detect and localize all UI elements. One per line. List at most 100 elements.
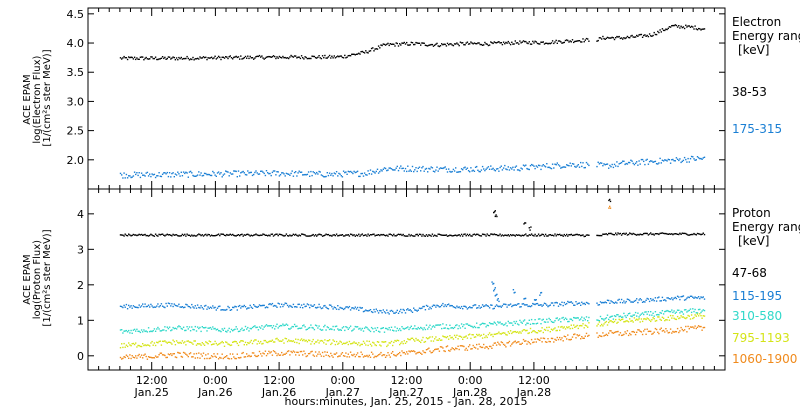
data-point [212, 343, 214, 345]
data-point [430, 235, 432, 237]
data-point [435, 235, 437, 237]
data-point [439, 45, 442, 47]
data-point [634, 162, 637, 164]
data-point [581, 325, 583, 327]
data-point [701, 329, 703, 331]
data-point [388, 354, 390, 356]
data-point [189, 235, 192, 237]
data-point [432, 340, 435, 342]
data-point [135, 306, 137, 308]
data-point [129, 354, 131, 356]
data-point [661, 316, 664, 318]
data-point [309, 235, 311, 237]
data-point [253, 352, 255, 354]
data-point [657, 313, 659, 316]
data-point [451, 327, 453, 329]
data-point [312, 338, 314, 341]
data-point [283, 173, 285, 175]
data-point [214, 235, 216, 237]
data-point [137, 58, 139, 60]
data-point [129, 56, 131, 59]
data-point [232, 233, 234, 236]
data-point [282, 305, 284, 308]
data-point [272, 341, 275, 343]
data-point [276, 337, 278, 340]
data-point [242, 57, 244, 60]
data-point [495, 168, 498, 170]
data-point [515, 234, 518, 236]
data-point [682, 159, 685, 162]
data-point [187, 328, 189, 330]
data-point [346, 356, 348, 358]
data-point [626, 163, 629, 165]
data-point [158, 306, 160, 308]
data-point [145, 305, 147, 308]
data-point [359, 235, 361, 237]
data-point [596, 319, 598, 321]
data-point [631, 301, 633, 303]
data-point [152, 306, 154, 309]
data-point [638, 318, 640, 320]
data-point [693, 158, 695, 160]
data-point [291, 340, 293, 343]
data-point [188, 59, 191, 61]
data-point [194, 58, 196, 60]
data-point [130, 345, 132, 347]
data-point [177, 59, 179, 61]
data-point [659, 29, 661, 31]
spike-point [494, 210, 496, 212]
data-point [472, 334, 474, 336]
data-point [380, 345, 382, 347]
data-point [647, 330, 650, 333]
data-point [699, 325, 701, 328]
data-point [516, 303, 519, 305]
data-point [305, 329, 307, 331]
data-point [634, 36, 637, 38]
data-point [562, 304, 564, 307]
data-point [547, 338, 549, 340]
data-point [650, 320, 652, 323]
data-point [580, 324, 582, 327]
data-point [321, 340, 324, 342]
data-point [377, 341, 380, 343]
data-point [515, 42, 518, 44]
data-point [470, 167, 472, 169]
data-point [672, 311, 674, 314]
data-point [653, 318, 655, 320]
data-point [686, 297, 688, 299]
data-point [652, 317, 654, 319]
data-point [384, 167, 387, 170]
data-point [480, 306, 483, 308]
data-point [199, 326, 201, 329]
data-point [534, 40, 536, 42]
data-point [606, 314, 609, 316]
data-point [344, 342, 346, 345]
y-tick-label: 3.0 [67, 95, 85, 108]
data-point [540, 41, 542, 43]
data-point [219, 305, 221, 307]
data-point [297, 56, 299, 58]
data-point [682, 232, 685, 235]
data-point [347, 353, 349, 355]
data-point [443, 43, 445, 45]
data-point [214, 340, 216, 343]
data-point [554, 233, 556, 235]
data-point [331, 342, 333, 344]
data-point [480, 169, 483, 171]
data-point [702, 315, 704, 317]
data-point [233, 306, 235, 309]
data-point [460, 323, 463, 325]
data-point [650, 232, 652, 234]
data-point [194, 340, 196, 342]
data-point [599, 301, 602, 303]
data-point [221, 309, 223, 311]
data-point [501, 43, 504, 46]
data-point [179, 341, 181, 344]
data-point [131, 56, 133, 59]
data-point [544, 341, 547, 343]
data-point [351, 342, 353, 345]
data-point [680, 310, 682, 313]
data-point [265, 341, 268, 343]
data-point [157, 303, 159, 305]
data-point [334, 353, 337, 355]
